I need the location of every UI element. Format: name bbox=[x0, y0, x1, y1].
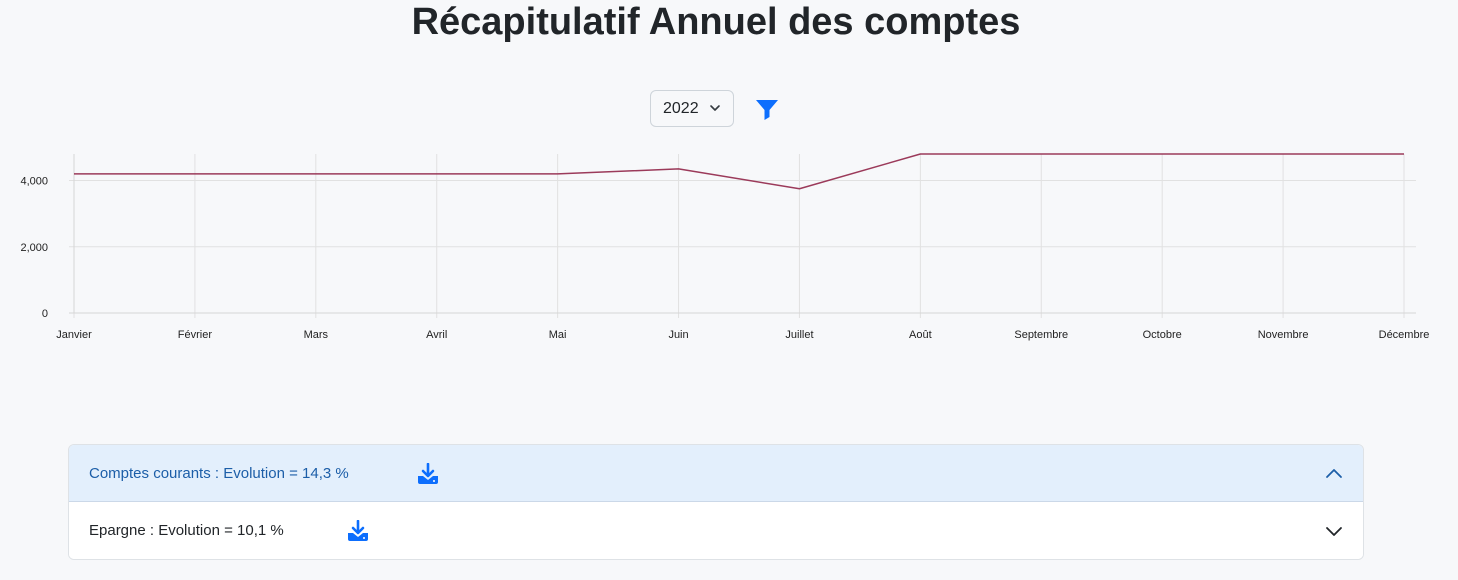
page-title: Récapitulatif Annuel des comptes bbox=[411, 1, 1021, 43]
x-tick-label: Novembre bbox=[1258, 329, 1309, 341]
x-tick-label: Août bbox=[909, 329, 932, 341]
line-chart: Janvier Février Mars Avril Mai Juin Juillet Aoû… bbox=[20, 153, 1429, 342]
chevron-down-icon[interactable] bbox=[1325, 522, 1343, 540]
chart-series bbox=[74, 153, 1404, 190]
filter-icon[interactable] bbox=[754, 98, 780, 122]
download-icon[interactable] bbox=[417, 463, 439, 485]
accordion-item-label: Comptes courants : Evolution = 14,3 % bbox=[89, 464, 349, 482]
chart-labels: Janvier Février Mars Avril Mai Juin Juillet Aoû… bbox=[20, 176, 1429, 342]
x-tick-label: Septembre bbox=[1014, 329, 1068, 341]
chevron-down-icon bbox=[710, 105, 720, 111]
y-tick-label: 0 bbox=[42, 308, 48, 320]
x-tick-label: Décembre bbox=[1379, 329, 1430, 341]
series-line bbox=[74, 153, 1404, 190]
accounts-accordion: Comptes courants : Evolution = 14,3 % Ep… bbox=[68, 444, 1364, 560]
download-icon[interactable] bbox=[347, 520, 369, 542]
year-select-value: 2022 bbox=[663, 99, 699, 117]
chart-grid bbox=[69, 154, 1416, 318]
x-tick-label: Octobre bbox=[1143, 329, 1182, 341]
x-tick-label: Janvier bbox=[56, 329, 92, 341]
x-tick-label: Avril bbox=[426, 329, 447, 341]
accordion-item-comptes-courants[interactable]: Comptes courants : Evolution = 14,3 % bbox=[69, 445, 1363, 502]
accordion-item-epargne[interactable]: Epargne : Evolution = 10,1 % bbox=[69, 502, 1363, 559]
y-tick-label: 4,000 bbox=[20, 176, 48, 188]
year-select[interactable]: 2022 bbox=[650, 90, 734, 127]
x-tick-label: Juillet bbox=[785, 329, 813, 341]
x-tick-label: Juin bbox=[668, 329, 688, 341]
x-tick-label: Mars bbox=[304, 329, 329, 341]
accordion-item-label: Epargne : Evolution = 10,1 % bbox=[89, 522, 284, 539]
x-tick-label: Mai bbox=[549, 329, 567, 341]
y-tick-label: 2,000 bbox=[20, 242, 48, 254]
chevron-up-icon[interactable] bbox=[1325, 465, 1343, 483]
x-tick-label: Février bbox=[178, 329, 213, 341]
